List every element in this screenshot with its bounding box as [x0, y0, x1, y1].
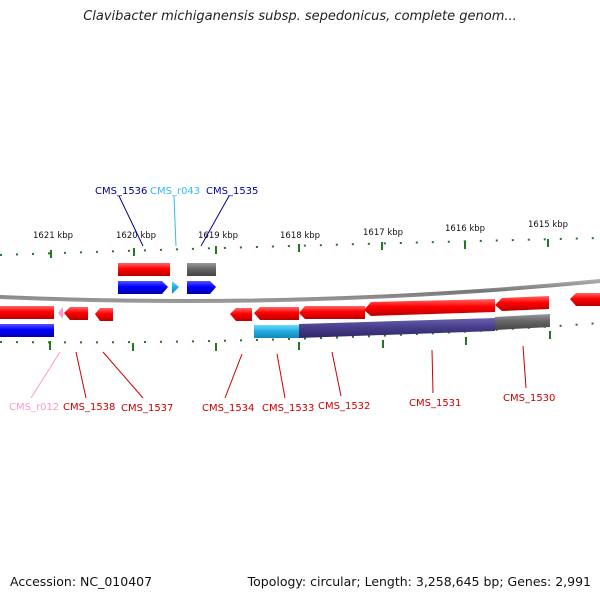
gene-feature[interactable] — [187, 263, 216, 276]
major-ticks-bottom — [49, 331, 551, 351]
gene-label[interactable]: CMS_1532 — [318, 401, 370, 412]
gene-feature[interactable] — [495, 314, 550, 330]
tick-label: 1619 kbp — [198, 231, 238, 241]
gene-label[interactable]: CMS_1535 — [206, 186, 258, 197]
tick-label: 1618 kbp — [280, 231, 320, 241]
gene-label[interactable]: CMS_1534 — [202, 403, 254, 414]
tick-label: 1617 kbp — [363, 228, 403, 238]
accession-text: Accession: NC_010407 — [10, 574, 153, 589]
gene-label[interactable]: CMS_1531 — [409, 398, 461, 409]
gene-feature[interactable] — [570, 293, 600, 306]
tick-label: 1616 kbp — [445, 224, 485, 234]
gene-label[interactable]: CMS_1533 — [262, 403, 314, 414]
tick-label: 1615 kbp — [528, 220, 568, 230]
map-title: Clavibacter michiganensis subsp. sepedon… — [83, 9, 517, 24]
gene-feature[interactable] — [299, 306, 365, 319]
gene-label[interactable]: CMS_1530 — [503, 393, 555, 404]
gene-feature[interactable] — [0, 324, 54, 337]
rna-feature[interactable] — [254, 325, 300, 338]
tick-label: 1621 kbp — [33, 231, 73, 241]
gene-feature[interactable] — [364, 299, 495, 316]
gene-feature[interactable] — [495, 296, 549, 311]
gene-label[interactable]: CMS_1536 — [95, 186, 147, 197]
label-leaders — [30, 195, 527, 399]
gene-feature[interactable] — [118, 263, 170, 276]
gene-feature[interactable] — [95, 308, 113, 321]
gene-feature[interactable] — [0, 306, 54, 319]
gene-feature[interactable] — [230, 308, 252, 321]
major-ticks-top — [50, 239, 549, 258]
rna-feature[interactable] — [172, 281, 179, 294]
gene-feature[interactable] — [187, 281, 216, 294]
rna-feature[interactable] — [58, 307, 63, 319]
gene-feature[interactable] — [64, 307, 88, 320]
tick-label: 1620 kbp — [116, 231, 156, 241]
gene-feature[interactable] — [254, 307, 299, 320]
genome-stats-text: Topology: circular; Length: 3,258,645 bp… — [247, 574, 591, 589]
gene-label[interactable]: CMS_1538 — [63, 402, 115, 413]
gene-label[interactable]: CMS_r012 — [9, 402, 59, 413]
gene-label[interactable]: CMS_1537 — [121, 403, 173, 414]
gene-feature[interactable] — [299, 318, 495, 338]
gene-feature[interactable] — [118, 281, 168, 294]
genome-backbone — [0, 279, 600, 304]
gene-label[interactable]: CMS_r043 — [150, 186, 200, 197]
